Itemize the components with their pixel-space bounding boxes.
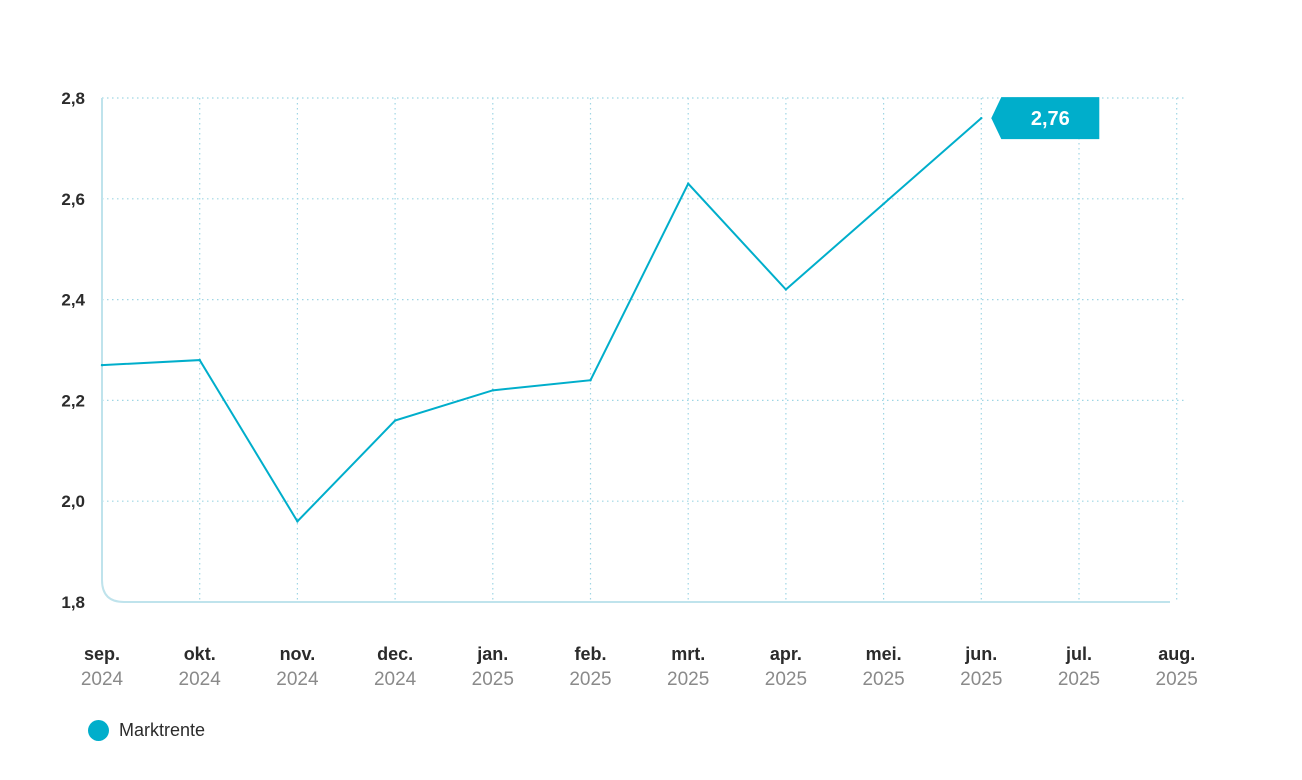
y-tick-label: 2,2 bbox=[61, 391, 85, 410]
data-point bbox=[882, 202, 885, 206]
x-tick-month-label: aug. bbox=[1158, 644, 1195, 664]
data-point bbox=[491, 389, 494, 392]
data-point bbox=[198, 358, 201, 362]
x-tick-year-label: 2025 bbox=[862, 669, 904, 690]
x-tick-month-label: jun. bbox=[964, 644, 997, 664]
x-tick-month-label: mei. bbox=[866, 644, 902, 664]
y-tick-label: 2,0 bbox=[61, 492, 85, 511]
x-tick-month-label: apr. bbox=[770, 644, 802, 664]
y-tick-label: 1,8 bbox=[61, 593, 85, 612]
data-point bbox=[100, 363, 104, 367]
legend-swatch-marktrente bbox=[88, 720, 109, 741]
x-tick-year-label: 2025 bbox=[1156, 669, 1198, 690]
last-value-callout bbox=[991, 97, 1100, 140]
last-value-label: 2,76 bbox=[1031, 108, 1070, 130]
x-tick-month-label: dec. bbox=[377, 644, 413, 664]
axis-line bbox=[101, 98, 1170, 603]
series-layer bbox=[100, 116, 983, 523]
x-tick-year-label: 2025 bbox=[1058, 669, 1100, 690]
last-value-callout-group: 2,76 bbox=[991, 97, 1100, 140]
data-point bbox=[980, 116, 983, 120]
data-point bbox=[687, 182, 690, 185]
x-tick-year-label: 2025 bbox=[765, 669, 807, 690]
x-tick-month-label: mrt. bbox=[671, 644, 705, 664]
legend: Marktrente bbox=[88, 720, 205, 741]
y-axis-ticks: 1,8 2,0 2,2 2,4 2,6 2,8 bbox=[61, 89, 85, 612]
data-point bbox=[393, 419, 397, 422]
x-tick-year-label: 2024 bbox=[276, 669, 319, 690]
x-tick-year-label: 2025 bbox=[569, 669, 611, 690]
data-point bbox=[784, 288, 788, 291]
y-tick-label: 2,4 bbox=[61, 291, 85, 310]
y-tick-label: 2,8 bbox=[61, 89, 85, 108]
data-point bbox=[296, 520, 299, 523]
x-tick-month-label: jul. bbox=[1065, 644, 1092, 664]
y-tick-label: 2,6 bbox=[61, 190, 85, 209]
x-tick-month-label: nov. bbox=[280, 644, 316, 664]
grid bbox=[102, 97, 1185, 602]
x-tick-year-label: 2025 bbox=[472, 669, 514, 690]
x-tick-year-label: 2024 bbox=[81, 669, 124, 690]
x-tick-year-label: 2024 bbox=[179, 669, 222, 690]
x-tick-year-label: 2025 bbox=[667, 669, 709, 690]
legend-label-marktrente: Marktrente bbox=[119, 720, 206, 740]
x-tick-month-label: sep. bbox=[84, 644, 120, 664]
series-line-0 bbox=[101, 117, 982, 523]
x-tick-year-label: 2024 bbox=[374, 669, 417, 690]
x-tick-month-label: jan. bbox=[476, 644, 508, 664]
x-tick-month-label: feb. bbox=[574, 644, 606, 664]
x-tick-year-label: 2025 bbox=[960, 669, 1002, 690]
x-axis-ticks: sep. 2024 okt. 2024 nov. 2024 dec. 2024 jan. 2025… bbox=[81, 644, 1198, 690]
data-point bbox=[589, 379, 592, 382]
x-tick-month-label: okt. bbox=[184, 644, 216, 664]
axes bbox=[101, 98, 1170, 603]
